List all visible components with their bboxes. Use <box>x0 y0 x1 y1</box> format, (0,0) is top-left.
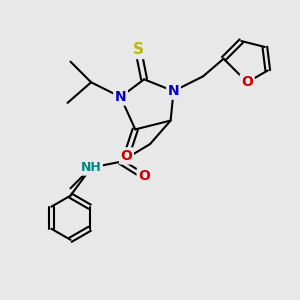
Text: S: S <box>133 42 144 57</box>
Text: N: N <box>115 90 126 104</box>
Text: NH: NH <box>81 161 101 174</box>
Text: O: O <box>241 75 253 89</box>
Text: N: N <box>168 84 179 98</box>
Text: O: O <box>138 169 150 184</box>
Text: O: O <box>121 149 132 163</box>
